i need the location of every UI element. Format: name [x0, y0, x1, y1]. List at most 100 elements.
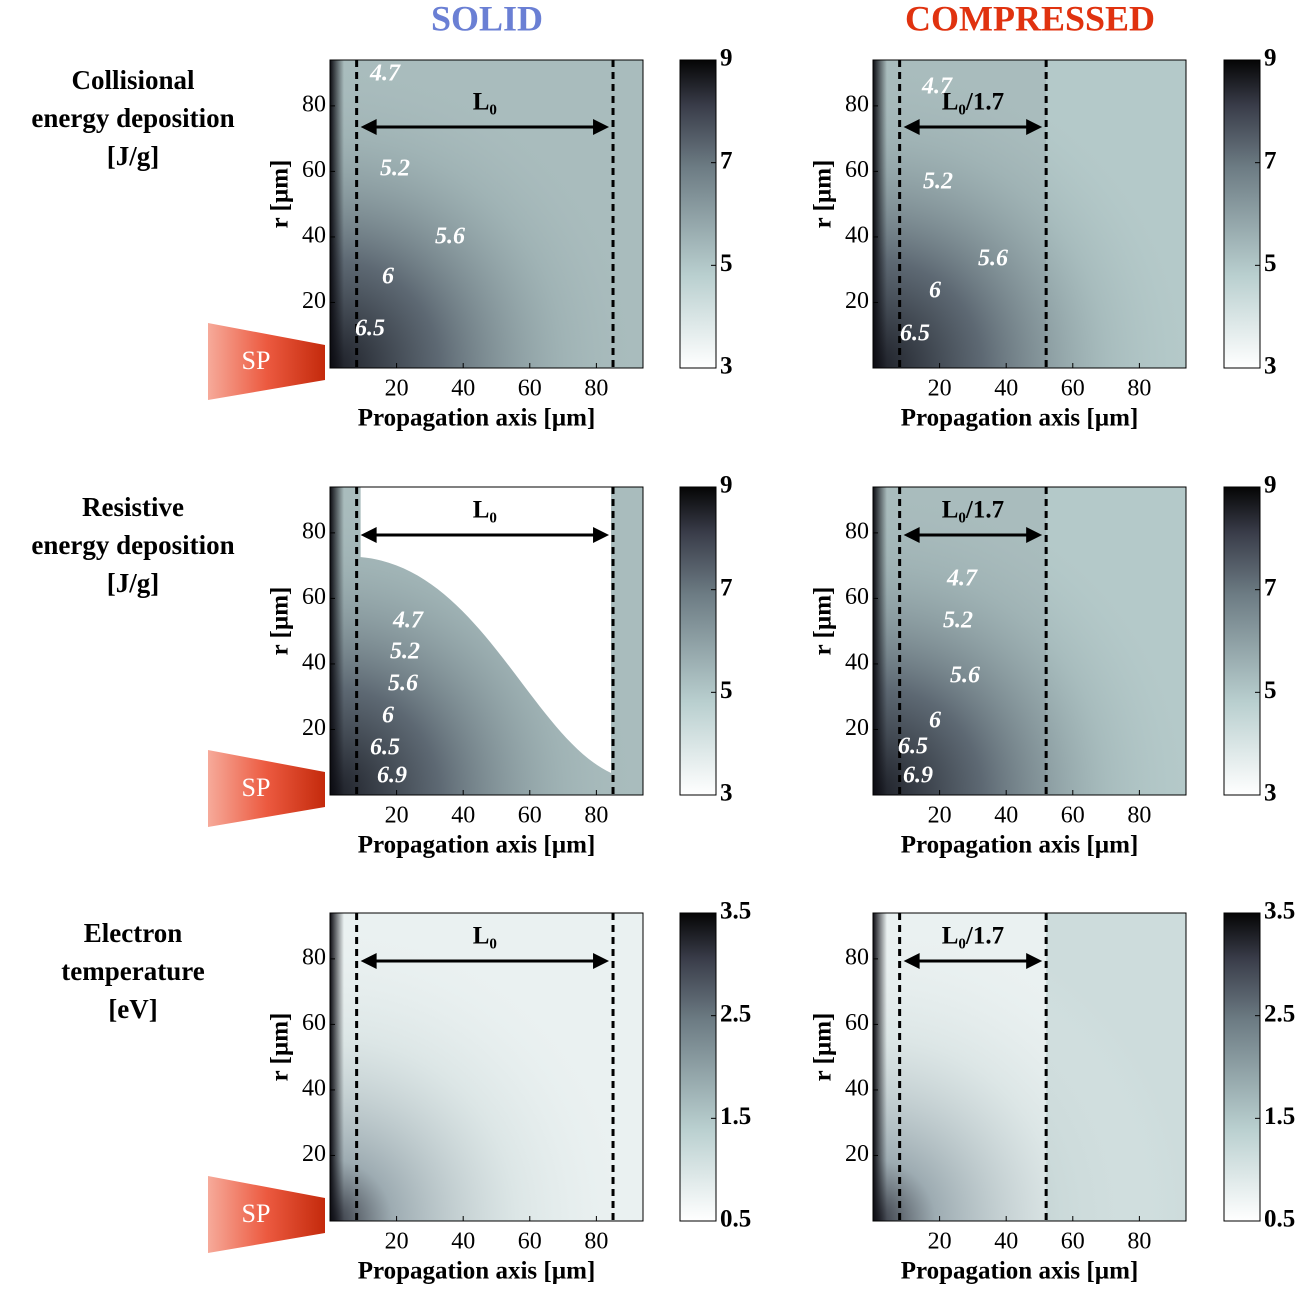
arrow-head [593, 119, 610, 135]
colorbar-tick-label: 5 [720, 677, 733, 704]
y-tick-label: 40 [302, 1075, 326, 1101]
heatmap-shade [330, 60, 643, 368]
contour-label: 6 [929, 708, 941, 734]
x-axis-label: Propagation axis [µm] [358, 1258, 596, 1285]
x-tick-label: 20 [385, 803, 409, 829]
y-tick-label: 40 [845, 222, 869, 248]
heatmap-edge [330, 913, 344, 1221]
contour-label: 6.9 [377, 763, 407, 789]
heatmap-edge [873, 913, 887, 1221]
x-tick-label: 80 [1127, 376, 1151, 402]
colorbar [679, 59, 717, 369]
arrow-head [1026, 119, 1043, 135]
x-tick-label: 20 [928, 376, 952, 402]
arrow-head [593, 953, 610, 969]
heatmap-region [360, 487, 612, 773]
y-axis-label: r [µm] [810, 160, 837, 229]
colorbar-tick-label: 9 [1264, 45, 1277, 72]
y-axis-label: r [µm] [810, 587, 837, 656]
contour-label: 6.5 [898, 734, 928, 760]
arrow-head [360, 953, 377, 969]
y-tick-label: 60 [845, 1010, 869, 1036]
heatmap-panel [329, 912, 644, 1222]
annotation-label: L₀/1.7 [942, 923, 1004, 950]
x-tick-label: 80 [1127, 803, 1151, 829]
contour-label: 6 [929, 278, 941, 304]
plot-frame [329, 486, 644, 796]
contour-label: 6.9 [903, 763, 933, 789]
y-tick-label: 60 [302, 1010, 326, 1036]
contour-label: 5.2 [943, 608, 973, 634]
contour-label: 6 [382, 264, 394, 290]
plot-frame [329, 59, 644, 369]
x-tick-label: 60 [518, 803, 542, 829]
colorbar-tick-label: 9 [720, 472, 733, 499]
row-label: Collisional [71, 65, 195, 95]
row-label: temperature [61, 956, 204, 986]
colorbar [1223, 912, 1261, 1222]
y-tick-label: 60 [845, 157, 869, 183]
contour-label: 4.7 [921, 74, 953, 100]
colorbar-tick-label: 7 [720, 147, 733, 174]
colorbar-tick-label: 3.5 [720, 898, 751, 925]
source-label: SP [242, 1199, 271, 1228]
contour-label: 5.2 [380, 156, 410, 182]
x-tick-label: 80 [584, 376, 608, 402]
contour-label: 4.7 [369, 61, 401, 87]
x-tick-label: 40 [451, 803, 475, 829]
x-tick-label: 60 [1061, 376, 1085, 402]
contour-label: 6.5 [900, 321, 930, 347]
plot-frame [872, 486, 1187, 796]
annotation-label: L₀/1.7 [942, 497, 1004, 524]
x-tick-label: 20 [928, 803, 952, 829]
colorbar [679, 912, 717, 1222]
x-axis-label: Propagation axis [µm] [358, 832, 596, 859]
x-tick-label: 80 [584, 803, 608, 829]
y-tick-label: 20 [302, 715, 326, 741]
arrow-head [360, 527, 377, 543]
source-wedge [208, 750, 325, 827]
colorbar [679, 486, 717, 796]
y-tick-label: 80 [845, 91, 869, 117]
x-tick-label: 40 [994, 376, 1018, 402]
colorbar [1223, 59, 1261, 369]
y-tick-label: 20 [302, 1141, 326, 1167]
contour-label: 4.7 [392, 608, 424, 634]
colorbar-tick-label: 9 [1264, 472, 1277, 499]
x-tick-label: 40 [994, 1229, 1018, 1255]
row-label: [J/g] [107, 568, 159, 598]
colorbar-tick-label: 1.5 [720, 1103, 751, 1130]
x-tick-label: 40 [994, 803, 1018, 829]
y-tick-label: 20 [845, 288, 869, 314]
column-title: SOLID [431, 0, 543, 38]
y-tick-label: 80 [302, 91, 326, 117]
row-label: energy deposition [31, 103, 234, 133]
colorbar-tick-label: 2.5 [720, 1000, 751, 1027]
y-tick-label: 20 [845, 1141, 869, 1167]
x-tick-label: 20 [385, 376, 409, 402]
colorbar-tick-label: 5 [1264, 677, 1277, 704]
column-title: COMPRESSED [905, 0, 1155, 38]
source-wedge [208, 1176, 325, 1253]
contour-label: 5.6 [950, 663, 980, 689]
y-axis-label: r [µm] [267, 587, 294, 656]
y-tick-label: 40 [845, 1075, 869, 1101]
colorbar-tick-label: 5 [720, 250, 733, 277]
y-tick-label: 80 [845, 518, 869, 544]
y-tick-label: 80 [302, 518, 326, 544]
y-tick-label: 40 [302, 649, 326, 675]
colorbar-tick-label: 9 [720, 45, 733, 72]
y-axis-label: r [µm] [267, 1013, 294, 1082]
annotation-label: L₀/1.7 [942, 89, 1004, 116]
y-tick-label: 60 [302, 584, 326, 610]
plot-frame [329, 912, 644, 1222]
annotation-label: L₀ [473, 497, 497, 524]
heatmap-edge [873, 60, 887, 368]
heatmap-edge [873, 487, 887, 795]
row-label: energy deposition [31, 530, 234, 560]
colorbar-tick-label: 3.5 [1264, 898, 1295, 925]
contour-label: 5.2 [923, 169, 953, 195]
y-tick-label: 40 [845, 649, 869, 675]
contour-label: 5.2 [390, 639, 420, 665]
